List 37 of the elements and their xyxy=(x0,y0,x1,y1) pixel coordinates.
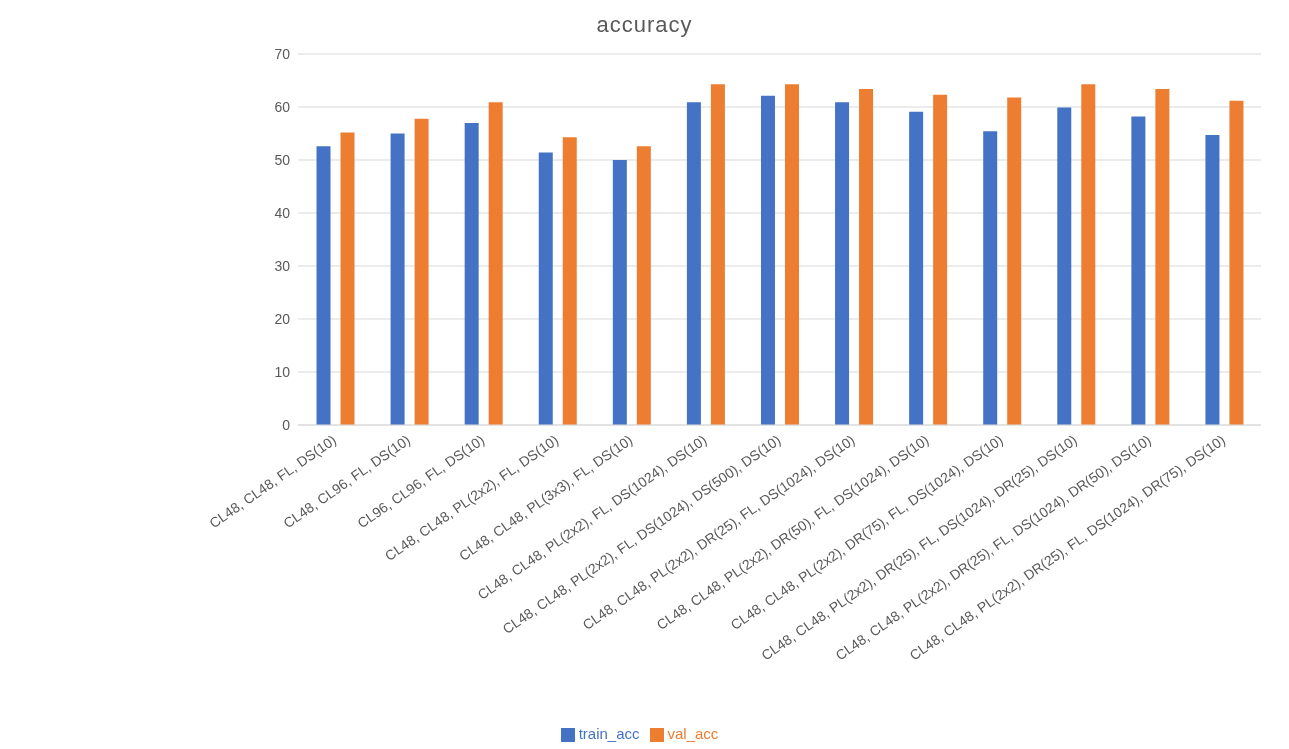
bar xyxy=(414,118,429,425)
bar xyxy=(784,84,799,425)
bar xyxy=(538,152,553,425)
bar xyxy=(340,132,355,425)
y-tick-label: 20 xyxy=(274,310,291,327)
bar xyxy=(1081,84,1096,425)
bar xyxy=(1057,107,1072,425)
bar xyxy=(760,95,775,425)
legend-label: val_acc xyxy=(667,724,719,742)
bar xyxy=(1131,116,1146,425)
legend-label: train_acc xyxy=(578,724,640,742)
y-tick-label: 30 xyxy=(274,257,291,274)
chart-title: accuracy xyxy=(595,11,694,39)
y-tick-label: 10 xyxy=(274,363,291,380)
y-tick-label: 50 xyxy=(274,151,291,168)
bar xyxy=(859,88,874,425)
bar xyxy=(390,133,405,425)
bar xyxy=(1205,135,1220,425)
bar xyxy=(835,102,850,425)
bar xyxy=(464,122,479,425)
bar xyxy=(933,94,948,425)
bar xyxy=(909,111,924,425)
bar xyxy=(1007,97,1022,425)
y-tick-label: 40 xyxy=(274,204,291,221)
bar xyxy=(612,159,627,425)
bar xyxy=(562,137,577,425)
bar xyxy=(1229,100,1244,425)
y-tick-label: 60 xyxy=(274,98,291,115)
y-tick-label: 0 xyxy=(282,416,291,433)
y-tick-label: 70 xyxy=(274,45,291,62)
bar xyxy=(710,84,725,425)
bar xyxy=(686,102,701,425)
bar xyxy=(1155,88,1170,425)
bar xyxy=(488,102,503,425)
bar xyxy=(983,131,998,425)
bar xyxy=(316,146,331,425)
bar xyxy=(636,146,651,425)
